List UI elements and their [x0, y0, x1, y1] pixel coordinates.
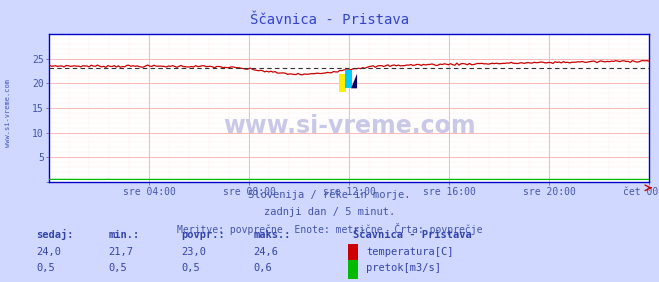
- FancyBboxPatch shape: [339, 74, 347, 92]
- Text: Ščavnica - Pristava: Ščavnica - Pristava: [353, 230, 471, 240]
- Text: 0,6: 0,6: [254, 263, 272, 273]
- Text: maks.:: maks.:: [254, 230, 291, 240]
- Text: zadnji dan / 5 minut.: zadnji dan / 5 minut.: [264, 207, 395, 217]
- Text: 24,0: 24,0: [36, 247, 61, 257]
- Polygon shape: [351, 74, 357, 88]
- Text: Meritve: povprečne  Enote: metrične  Črta: povprečje: Meritve: povprečne Enote: metrične Črta:…: [177, 223, 482, 235]
- Text: Ščavnica - Pristava: Ščavnica - Pristava: [250, 13, 409, 27]
- Text: povpr.:: povpr.:: [181, 230, 225, 240]
- Text: Slovenija / reke in morje.: Slovenija / reke in morje.: [248, 190, 411, 200]
- Text: pretok[m3/s]: pretok[m3/s]: [366, 263, 442, 273]
- Text: 24,6: 24,6: [254, 247, 279, 257]
- Text: 21,7: 21,7: [109, 247, 134, 257]
- Text: min.:: min.:: [109, 230, 140, 240]
- Text: temperatura[C]: temperatura[C]: [366, 247, 454, 257]
- Text: 23,0: 23,0: [181, 247, 206, 257]
- Text: 0,5: 0,5: [109, 263, 127, 273]
- Text: 0,5: 0,5: [181, 263, 200, 273]
- Text: 0,5: 0,5: [36, 263, 55, 273]
- Text: sedaj:: sedaj:: [36, 229, 74, 240]
- Text: www.si-vreme.com: www.si-vreme.com: [5, 79, 11, 147]
- Text: www.si-vreme.com: www.si-vreme.com: [223, 114, 476, 138]
- FancyBboxPatch shape: [345, 70, 353, 88]
